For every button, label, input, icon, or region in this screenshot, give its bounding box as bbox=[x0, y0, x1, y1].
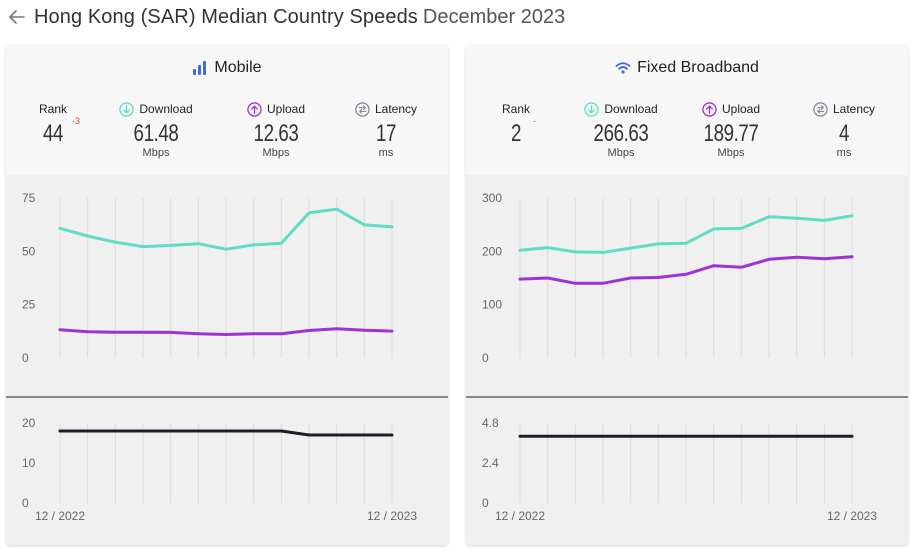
speed-chart-area bbox=[6, 175, 448, 397]
latency-y-tick-label: 2.4 bbox=[482, 456, 499, 470]
speed-y-tick-label: 75 bbox=[22, 191, 36, 205]
rank-value: 44 bbox=[42, 120, 64, 147]
mobile-upload: Upload 12.63 Mbps bbox=[226, 100, 326, 159]
rank-label: Rank bbox=[501, 102, 530, 116]
fixed-chart: 0 100 200 300 0 2.4 4.8 12 / 2022 12 / 2023 bbox=[466, 175, 908, 523]
download-label: Download bbox=[604, 102, 658, 116]
latency-unit: ms bbox=[836, 147, 852, 159]
signal-bars-icon bbox=[193, 61, 207, 75]
fixed-upload: Upload 189.77 Mbps bbox=[681, 100, 781, 159]
mobile-panel-title: Mobile bbox=[6, 59, 448, 77]
latency-y-tick-label: 4.8 bbox=[482, 416, 499, 430]
fixed-rank: Rank 2 - bbox=[491, 100, 541, 148]
download-icon bbox=[119, 101, 135, 117]
x-tick-label-start: 12 / 2022 bbox=[35, 509, 85, 523]
upload-value: 189.77 bbox=[703, 120, 759, 147]
mobile-chart: 0 25 50 75 0 10 20 12 / 2022 12 / 2023 bbox=[6, 175, 448, 523]
x-tick-label-start: 12 / 2022 bbox=[495, 509, 545, 523]
x-tick-label-end: 12 / 2023 bbox=[367, 509, 417, 523]
speed-y-tick-label: 200 bbox=[482, 244, 502, 258]
upload-icon bbox=[247, 101, 262, 117]
latency-unit: ms bbox=[378, 147, 394, 159]
rank-change-badge: - bbox=[533, 116, 536, 126]
latency-icon bbox=[813, 101, 828, 117]
fixed-panel-title: Fixed Broadband bbox=[466, 59, 908, 77]
series-line-download bbox=[58, 207, 394, 251]
mobile-panel: Mobile Rank 44 -3 Download 61.48 Mbps bbox=[6, 45, 448, 545]
rank-change-badge: -3 bbox=[72, 116, 81, 126]
speed-y-tick-label: 0 bbox=[482, 351, 489, 365]
series-line-upload bbox=[58, 327, 394, 336]
speed-y-tick-label: 100 bbox=[482, 298, 502, 312]
latency-y-tick-label: 0 bbox=[482, 496, 489, 510]
latency-label: Latency bbox=[832, 102, 876, 116]
speed-y-tick-label: 25 bbox=[22, 298, 36, 312]
page-date: December 2023 bbox=[422, 5, 566, 28]
latency-y-tick-label: 10 bbox=[22, 456, 36, 470]
latency-label: Latency bbox=[374, 102, 418, 116]
rank-label: Rank bbox=[38, 102, 67, 116]
upload-icon bbox=[702, 101, 717, 117]
page-header: Hong Kong (SAR) Median Country Speeds De… bbox=[8, 4, 565, 30]
fixed-title-text: Fixed Broadband bbox=[637, 59, 759, 76]
wifi-icon bbox=[615, 62, 631, 74]
fixed-download: Download 266.63 Mbps bbox=[566, 100, 676, 159]
latency-value: 17 bbox=[375, 120, 397, 147]
download-label: Download bbox=[139, 102, 193, 116]
fixed-broadband-panel: Fixed Broadband Rank 2 - Download 266.63… bbox=[466, 45, 908, 545]
upload-unit: Mbps bbox=[717, 147, 745, 159]
download-value: 61.48 bbox=[133, 120, 179, 147]
upload-label: Upload bbox=[721, 102, 761, 116]
speed-y-tick-label: 300 bbox=[482, 191, 502, 205]
latency-y-tick-label: 20 bbox=[22, 416, 36, 430]
series-line-upload bbox=[518, 255, 854, 285]
back-arrow-icon[interactable] bbox=[8, 8, 26, 26]
speed-y-tick-label: 0 bbox=[22, 351, 29, 365]
rank-value: 2 bbox=[510, 120, 522, 147]
upload-value: 12.63 bbox=[253, 120, 299, 147]
page-title: Hong Kong (SAR) Median Country Speeds bbox=[34, 5, 418, 28]
fixed-summary: Fixed Broadband Rank 2 - Download 266.63… bbox=[466, 45, 908, 175]
download-unit: Mbps bbox=[607, 147, 635, 159]
latency-value: 4 bbox=[838, 120, 850, 147]
upload-label: Upload bbox=[266, 102, 306, 116]
series-line-download bbox=[518, 214, 854, 254]
mobile-summary: Mobile Rank 44 -3 Download 61.48 Mbps bbox=[6, 45, 448, 175]
download-icon bbox=[584, 101, 600, 117]
download-value: 266.63 bbox=[593, 120, 649, 147]
speed-y-tick-label: 50 bbox=[22, 244, 36, 258]
latency-y-tick-label: 0 bbox=[22, 496, 29, 510]
speed-chart-area bbox=[466, 175, 908, 397]
upload-unit: Mbps bbox=[262, 147, 290, 159]
mobile-rank: Rank 44 -3 bbox=[28, 100, 81, 148]
download-unit: Mbps bbox=[142, 147, 170, 159]
mobile-title-text: Mobile bbox=[214, 59, 262, 76]
mobile-latency: Latency 17 ms bbox=[336, 100, 436, 159]
fixed-latency: Latency 4 ms bbox=[794, 100, 894, 159]
x-tick-label-end: 12 / 2023 bbox=[827, 509, 877, 523]
mobile-download: Download 61.48 Mbps bbox=[106, 100, 206, 159]
series-line-latency bbox=[58, 429, 394, 437]
latency-icon bbox=[355, 101, 370, 117]
